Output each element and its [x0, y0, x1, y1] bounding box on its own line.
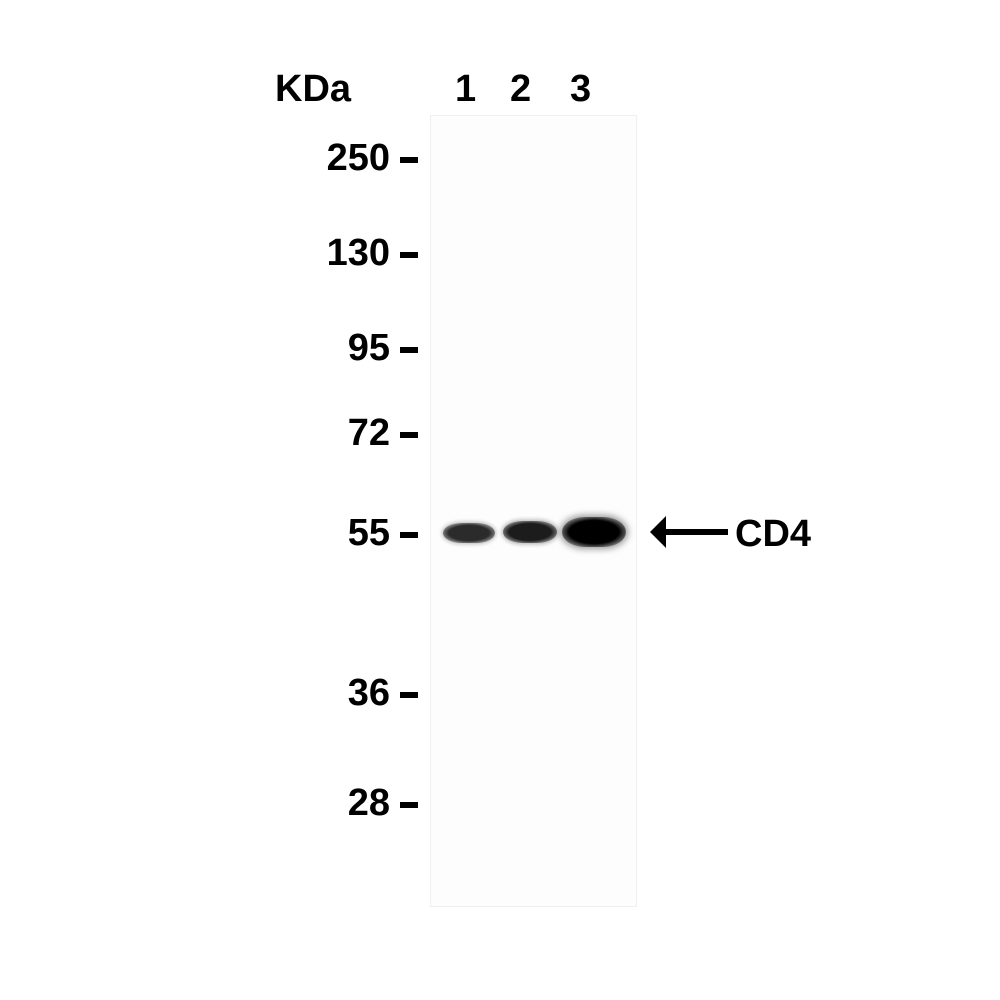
blot-band [562, 517, 626, 547]
western-blot-figure: KDa 123 250 130 95 72 55 36 28 CD4 [0, 0, 1000, 1000]
mw-marker-tick [400, 347, 418, 353]
lane-label: 1 [455, 68, 476, 111]
mw-marker-label: 95 [0, 327, 390, 370]
mw-marker-label: 55 [0, 512, 390, 555]
mw-marker-tick [400, 252, 418, 258]
kda-header-label: KDa [275, 68, 351, 111]
blot-membrane [430, 115, 637, 907]
mw-marker-label: 72 [0, 412, 390, 455]
target-protein-label: CD4 [735, 513, 811, 556]
mw-marker-label: 28 [0, 782, 390, 825]
mw-marker-tick [400, 802, 418, 808]
mw-marker-label: 250 [0, 137, 390, 180]
target-arrow-shaft [666, 529, 728, 535]
mw-marker-tick [400, 532, 418, 538]
lane-label: 2 [510, 68, 531, 111]
blot-band [503, 521, 557, 543]
lane-label: 3 [570, 68, 591, 111]
mw-marker-tick [400, 692, 418, 698]
mw-marker-tick [400, 157, 418, 163]
mw-marker-label: 36 [0, 672, 390, 715]
mw-marker-tick [400, 432, 418, 438]
blot-band [443, 523, 495, 543]
mw-marker-label: 130 [0, 232, 390, 275]
target-arrow-head-icon [650, 516, 666, 548]
